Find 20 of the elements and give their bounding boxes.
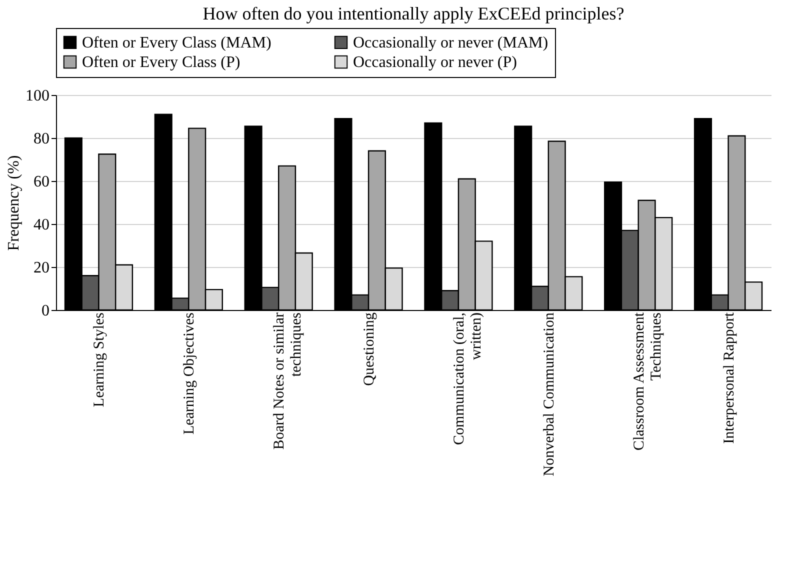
y-tick-label: 0 <box>42 302 50 320</box>
x-tick-label: Nonverbal Communication <box>541 312 558 476</box>
y-tick-label: 60 <box>34 174 50 190</box>
x-tick-label: Learning Objectives <box>182 312 198 435</box>
y-tick-label: 100 <box>26 88 50 104</box>
legend-label: Occasionally or never (MAM) <box>353 34 548 52</box>
x-tick-label: Board Notes or similar techniques <box>272 312 305 450</box>
x-tick-label: Classroom Assessment Techniques <box>631 312 664 450</box>
x-tick-label: Learning Styles <box>92 312 108 408</box>
legend-label: Often or Every Class (P) <box>82 54 240 71</box>
chart-title: How often do you intentionally apply ExCEEd principles? <box>202 4 624 24</box>
x-tick-label: Questioning <box>362 312 378 386</box>
legend-label: Often or Every Class (MAM) <box>82 34 272 52</box>
legend-label: Occasionally or never (P) <box>353 54 517 71</box>
y-axis-title: Frequency (%) <box>6 155 22 251</box>
x-tick-label: Communication (oral, written) <box>451 312 484 445</box>
y-tick-label: 40 <box>34 216 50 234</box>
x-tick-label: Interpersonal Rapport <box>721 312 738 444</box>
y-tick-label: 80 <box>34 130 50 148</box>
y-tick-label: 20 <box>34 260 50 276</box>
